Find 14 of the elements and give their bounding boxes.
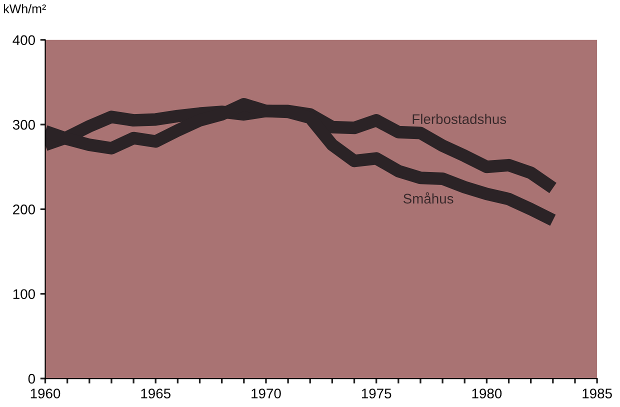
x-tick-label: 1960 <box>30 388 60 398</box>
x-tick-label: 1985 <box>582 388 612 398</box>
y-tick-label: 0 <box>28 374 35 384</box>
x-tick-label: 1970 <box>252 388 281 398</box>
y-tick-label: 200 <box>13 204 35 214</box>
y-axis-title: kWh/m² <box>4 4 46 14</box>
series-label: Småhus <box>403 192 454 204</box>
y-tick-label: 300 <box>12 120 35 130</box>
series-label: Flerbostadshus <box>412 114 506 124</box>
x-tick-label: 1965 <box>141 388 170 398</box>
x-tick-label: 1980 <box>472 388 502 398</box>
y-tick-label: 400 <box>12 35 35 46</box>
y-tick-label: 100 <box>13 289 35 300</box>
x-tick-label: 1975 <box>362 388 392 398</box>
